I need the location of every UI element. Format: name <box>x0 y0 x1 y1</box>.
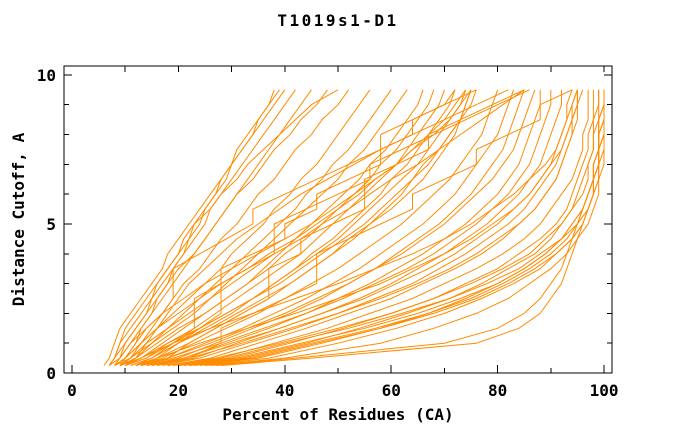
model-curve <box>135 89 499 366</box>
y-tick-label: 5 <box>46 215 56 234</box>
chart-title: T1019s1-D1 <box>277 11 398 30</box>
model-curve <box>130 89 456 366</box>
model-curve <box>108 89 339 366</box>
model-curve <box>140 89 552 366</box>
model-curve <box>130 89 472 366</box>
model-curve <box>124 89 578 366</box>
model-curve <box>204 89 605 366</box>
model-curve <box>114 89 408 366</box>
y-axis-title: Distance Cutoff, A <box>9 132 28 306</box>
model-curve <box>119 89 280 366</box>
model-curve <box>119 89 392 366</box>
model-curve <box>103 89 275 366</box>
model-curve <box>135 89 578 366</box>
model-curve <box>140 89 515 366</box>
model-curve <box>119 89 435 366</box>
x-tick-label: 80 <box>488 381 507 400</box>
model-curve <box>135 89 536 366</box>
model-curve <box>108 89 328 366</box>
model-curve <box>119 89 525 366</box>
model-curve <box>125 89 467 366</box>
model-curve <box>156 89 573 366</box>
model-curve <box>151 89 541 366</box>
model-curve <box>173 89 589 366</box>
model-curve <box>108 89 472 366</box>
model-curve <box>124 89 424 366</box>
model-curve <box>146 89 525 366</box>
model-curve <box>220 89 605 366</box>
model-curve <box>114 89 371 366</box>
model-curve <box>188 89 605 366</box>
x-tick-label: 40 <box>275 381 294 400</box>
model-curve <box>114 89 350 366</box>
model-curve <box>108 89 296 366</box>
model-curve <box>114 89 467 366</box>
model-curve <box>140 89 456 366</box>
x-tick-label: 100 <box>590 381 619 400</box>
x-tick-label: 0 <box>67 381 77 400</box>
model-curve <box>167 89 584 366</box>
y-tick-label: 0 <box>46 364 56 383</box>
model-curve <box>146 89 525 366</box>
x-tick-label: 60 <box>382 381 401 400</box>
model-curve <box>119 89 477 366</box>
x-tick-label: 20 <box>169 381 188 400</box>
y-tick-label: 10 <box>37 66 56 85</box>
model-curve <box>125 89 445 366</box>
model-curve <box>167 89 600 366</box>
model-curve <box>178 89 594 366</box>
model-curve <box>210 89 605 366</box>
model-curve <box>119 89 477 366</box>
x-axis-title: Percent of Residues (CA) <box>222 405 453 424</box>
